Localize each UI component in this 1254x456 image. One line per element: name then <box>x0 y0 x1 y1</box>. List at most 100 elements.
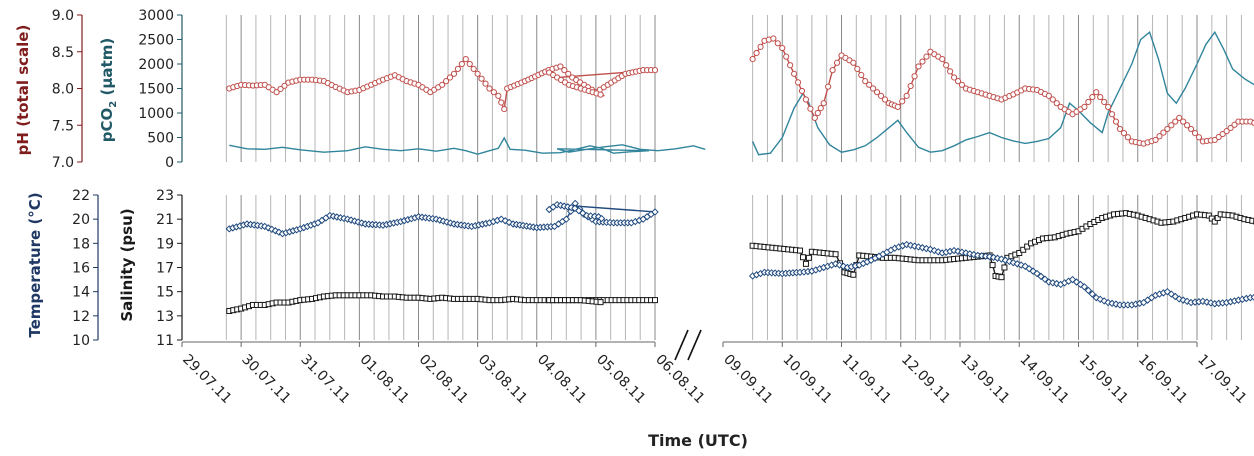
ph-series-point <box>470 65 477 73</box>
ph-series-point <box>829 67 836 74</box>
ph-series-point <box>877 92 885 99</box>
axis-break-mark <box>687 329 702 361</box>
ph-axis-tick-label: 9.0 <box>52 8 74 24</box>
series <box>225 30 1254 314</box>
ph-series-point <box>870 85 877 92</box>
ph-series-point <box>1097 93 1104 101</box>
x-tick-label: 14.09.11 <box>1016 352 1071 407</box>
pco2-series-line <box>751 30 1254 156</box>
ph-series-point <box>854 65 861 73</box>
temperature-series-point <box>1013 260 1021 268</box>
ph-series-point <box>794 79 802 86</box>
ph-series-point <box>1089 93 1096 101</box>
temperature-series-point <box>651 208 659 216</box>
ph-series-point <box>450 70 458 77</box>
ph-series-point <box>462 56 469 63</box>
salinity-series-point <box>652 297 658 304</box>
temperature-series-point <box>264 224 273 232</box>
ph-series-point <box>858 71 865 79</box>
temperature-series-point <box>261 222 269 231</box>
ph-series-point <box>833 59 841 66</box>
salinity-axis-tick-label: 21 <box>156 212 174 228</box>
temperature-series-point <box>1045 278 1053 286</box>
temperature-series-point <box>1005 257 1014 266</box>
salinity-axis-label: Salinity (psu) <box>118 208 136 321</box>
ph-series-point <box>1195 134 1203 141</box>
temperature-series-point <box>1041 275 1049 283</box>
ph-series-point <box>1215 133 1222 141</box>
ph-series-point <box>597 91 604 98</box>
ph-series-point <box>1124 134 1131 141</box>
ph-series-point <box>446 74 454 81</box>
ph-axis-tick-label: 7.0 <box>52 155 74 171</box>
ph-series-point <box>1152 136 1159 144</box>
ph-series-point <box>1172 118 1179 125</box>
ph-series-point <box>894 103 901 110</box>
ph-series-point <box>1105 103 1112 110</box>
ph-series-point <box>498 99 505 106</box>
temperature-series-point <box>1037 272 1045 281</box>
ph-series-point <box>947 68 954 75</box>
ph-series-point <box>1180 118 1187 125</box>
ph-series-point <box>1116 125 1124 133</box>
ph-series-point <box>881 96 889 103</box>
temperature-series-point <box>1163 287 1172 296</box>
ph-series-point <box>1168 122 1175 129</box>
ph-series-point <box>1081 103 1088 110</box>
temperature-series-point <box>966 250 974 258</box>
x-tick-label: 10.09.11 <box>779 352 834 407</box>
ph-series-point <box>458 60 465 68</box>
ph-series-point <box>807 105 814 112</box>
ph-series-point <box>557 63 564 70</box>
x-tick-label: 16.09.11 <box>1135 352 1190 407</box>
x-tick-label: 12.09.11 <box>898 352 953 407</box>
temperature-series-point <box>1199 297 1207 306</box>
temperature-series-point <box>275 228 283 236</box>
ph-series-point <box>811 114 818 122</box>
ph-series-point <box>919 58 926 65</box>
ph-series-point <box>923 53 930 60</box>
x-tick-label: 30.07.11 <box>238 352 293 407</box>
x-tick-label: 29.07.11 <box>179 352 234 407</box>
ph-series-point <box>442 78 450 85</box>
ph-series-point <box>1053 100 1060 107</box>
ph-series-point <box>954 78 962 85</box>
ph-series-point <box>820 100 827 107</box>
ph-series-point <box>825 83 832 90</box>
temperature-axis-tick-label: 16 <box>72 261 90 277</box>
temperature-series-point <box>954 247 962 256</box>
temperature-series-point <box>1100 297 1108 305</box>
ph-axis-tick-label: 7.5 <box>52 118 74 134</box>
ph-series-point <box>787 62 794 69</box>
pco2-axis-tick-label: 2000 <box>138 57 174 73</box>
ph-axis-tick-label: 8.0 <box>52 82 74 98</box>
temperature-axis-tick-label: 18 <box>72 236 90 252</box>
ph-series-point <box>1093 89 1100 96</box>
ph-series-point <box>802 96 810 103</box>
ph-series-point <box>482 80 489 87</box>
ph-series-point <box>273 89 280 96</box>
x-tick-label: 31.07.11 <box>297 352 352 407</box>
ph-series-point <box>779 44 786 52</box>
ph-series-point <box>749 56 756 63</box>
temperature-series-point <box>934 248 942 256</box>
temperature-series-point <box>1183 297 1191 306</box>
ph-series-line <box>752 37 1254 145</box>
x-tick-label: 02.08.11 <box>416 352 471 407</box>
temperature-series-point <box>1084 286 1093 295</box>
temperature-series-point <box>1025 265 1033 273</box>
ph-series-point <box>814 109 821 117</box>
salinity-series-point <box>797 247 804 254</box>
ph-series-point <box>757 43 764 50</box>
ph-series-point <box>561 67 568 74</box>
ph-series-point <box>1108 111 1116 118</box>
ph-series-point <box>478 75 485 82</box>
salinity-axis-tick-label: 11 <box>156 333 174 349</box>
pco2-axis-tick-label: 500 <box>147 131 174 147</box>
salinity-axis-tick-label: 17 <box>156 261 174 277</box>
x-axis-title: Time (UTC) <box>648 431 748 450</box>
vertical-gridlines <box>225 15 1242 340</box>
temperature-axis-tick-label: 10 <box>72 333 90 349</box>
ph-series-point <box>907 82 914 90</box>
salinity-series-point <box>802 260 809 267</box>
